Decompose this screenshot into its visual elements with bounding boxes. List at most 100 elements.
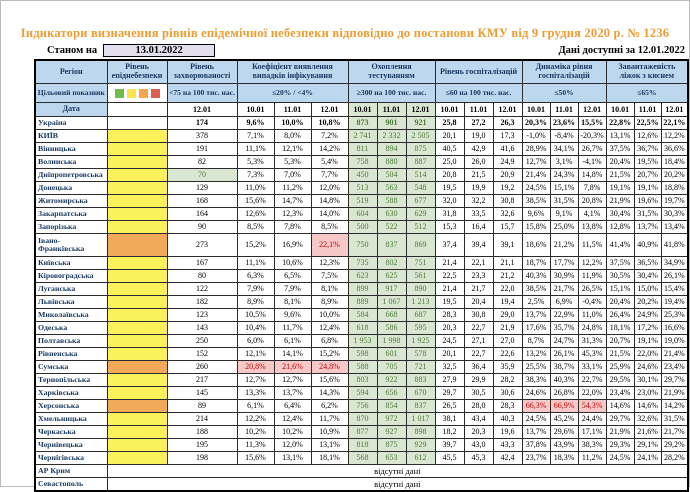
date-cell: 10.01 [605, 102, 635, 117]
date-cell: 12.01 [166, 102, 238, 117]
incidence-cell: 122 [166, 282, 238, 296]
region-cell: Харківська [34, 386, 108, 400]
region-cell: Черкаська [34, 425, 108, 439]
detection-coef-cell: 6,2% [310, 399, 349, 413]
bed-occupancy-cell: 16,6% [660, 321, 689, 335]
table-row: Дніпропетровська 70 7,3% 7,0% 7,7% 450 504 514 2… [34, 168, 689, 182]
hospitalization-level-cell: 29,0 [492, 308, 523, 322]
hospitalization-level-cell: 28,2 [492, 373, 523, 387]
hospitalization-level-cell: 19,2 [492, 181, 523, 195]
hospitalization-dynamics-cell: 18,6% [521, 233, 551, 257]
hospitalization-dynamics-cell: 33,1% [577, 360, 607, 374]
date-cell: 12.01 [660, 102, 689, 117]
risk-level-cell [106, 207, 168, 221]
empty-date-cell [106, 102, 168, 117]
region-cell: Закарпатська [34, 207, 108, 221]
bed-occupancy-cell: 14,6% [605, 399, 635, 413]
testing-coverage-cell: 604 [347, 207, 378, 221]
detection-coef-cell: 15,2% [310, 347, 349, 361]
hospitalization-dynamics-cell: 66,9% [549, 399, 579, 413]
target-row-label: Цільовий показник [34, 83, 108, 103]
risk-level-cell [106, 220, 168, 234]
table-row: Рівненська 152 12,1% 14,1% 15,2% 598 601 578 20,… [34, 347, 689, 361]
detection-coef-cell: 12,1% [236, 347, 275, 361]
group-header: Охоплення тестуванням [347, 59, 436, 84]
table-row: Запорізька 90 8,5% 7,8% 8,5% 500 522 512 15,3 16,… [34, 220, 689, 234]
detection-coef-cell: 14,7% [273, 194, 312, 208]
hospitalization-level-cell: 21,9 [492, 321, 523, 335]
risk-level-cell [106, 451, 168, 465]
bed-occupancy-cell: 15,4% [660, 282, 689, 296]
detection-coef-cell: 12,4% [310, 321, 349, 335]
incidence-cell: 152 [166, 347, 238, 361]
hospitalization-level-cell: 37,4 [434, 233, 465, 257]
bed-occupancy-cell: 29,3% [605, 438, 635, 452]
hospitalization-dynamics-cell: 4,1% [577, 207, 607, 221]
detection-coef-cell: 10,4% [236, 321, 275, 335]
region-cell: Чернівецька [34, 438, 108, 452]
bed-occupancy-cell: 18,1% [605, 321, 635, 335]
table-row: Вінницька 191 11,1% 12,1% 14,2% 811 894 875 40,5… [34, 142, 689, 156]
hospitalization-dynamics-cell: 24,5% [521, 181, 551, 195]
hospitalization-level-cell: 19,6 [492, 425, 523, 439]
incidence-cell: 198 [166, 451, 238, 465]
hospitalization-dynamics-cell: -1,0% [521, 129, 551, 143]
hospitalization-level-cell: 39,1 [492, 233, 523, 257]
hospitalization-level-cell: 18,2 [434, 425, 465, 439]
hospitalization-level-cell: 30,8 [492, 194, 523, 208]
bed-occupancy-cell: 13,4% [660, 220, 689, 234]
hospitalization-dynamics-cell: 26,7% [577, 142, 607, 156]
hospitalization-dynamics-cell: 23,7% [521, 451, 551, 465]
no-data-cell: відсутні дані [106, 477, 689, 492]
detection-coef-cell: 15,6% [236, 194, 275, 208]
threshold-cell: ≤65% [605, 83, 689, 103]
bed-occupancy-cell: 26,1% [660, 269, 689, 283]
bed-occupancy-cell: 41,4% [605, 233, 635, 257]
hospitalization-level-cell: 15,3 [434, 220, 465, 234]
incidence-cell: 90 [166, 220, 238, 234]
bed-occupancy-cell: 21,6% [633, 425, 662, 439]
region-cell: Вінницька [34, 142, 108, 156]
testing-coverage-cell: 1 017 [405, 412, 436, 426]
bed-occupancy-cell: 23,4% [660, 360, 689, 374]
region-column-header: Регіон [34, 59, 108, 84]
bed-occupancy-cell: 30,4% [633, 269, 662, 283]
bed-occupancy-cell: 40,9% [633, 233, 662, 257]
detection-coef-cell: 10,2% [273, 425, 312, 439]
detection-coef-cell: 13,3% [236, 386, 275, 400]
status-label: Станом на [47, 45, 98, 56]
incidence-cell: 70 [166, 168, 238, 182]
hospitalization-level-cell: 35,9 [492, 360, 523, 374]
hospitalization-level-cell: 29,7 [434, 386, 465, 400]
table-row: Херсонська 89 6,1% 6,4% 6,2% 756 854 837 26,5 28,… [34, 399, 689, 413]
detection-coef-cell: 7,9% [273, 282, 312, 296]
hospitalization-dynamics-cell: 11,2% [577, 451, 607, 465]
hospitalization-dynamics-cell: 24,8% [577, 321, 607, 335]
bed-occupancy-cell: 22,8% [605, 116, 635, 130]
hospitalization-dynamics-cell: 12,2% [577, 256, 607, 270]
bed-occupancy-cell: 25,9% [605, 360, 635, 374]
bed-occupancy-cell: 20,4% [605, 295, 635, 309]
hospitalization-level-cell: 26,5 [434, 399, 465, 413]
hospitalization-level-cell: 27,1 [463, 334, 494, 348]
detection-coef-cell: 11,7% [310, 412, 349, 426]
testing-coverage-cell: 612 [405, 451, 436, 465]
hospitalization-level-cell: 21,4 [434, 282, 465, 296]
page-title: Індикатори визначення рівнів епідемічної… [20, 26, 670, 40]
testing-coverage-cell: 921 [405, 116, 436, 130]
detection-coef-cell: 6,5% [273, 269, 312, 283]
date-cell: 11.01 [273, 102, 312, 117]
table-row: Полтавська 250 6,0% 6,1% 6,8% 1 953 1 998 1 925… [34, 334, 689, 348]
hospitalization-level-cell: 32,2 [463, 194, 494, 208]
bed-occupancy-cell: 24,6% [633, 360, 662, 374]
table-row: КИЇВ 378 7,1% 8,0% 7,2% 2 741 2 332 2 505 20,1 19… [34, 129, 689, 143]
testing-coverage-cell: 522 [376, 220, 407, 234]
bed-occupancy-cell: 19,5% [633, 155, 662, 169]
hospitalization-level-cell: 21,7 [463, 282, 494, 296]
detection-coef-cell: 7,3% [236, 168, 275, 182]
hospitalization-dynamics-cell: 38,3% [521, 373, 551, 387]
bed-occupancy-cell: 17,2% [633, 321, 662, 335]
date-row-label: Дата [34, 102, 108, 117]
bed-occupancy-cell: 36,7% [633, 142, 662, 156]
hospitalization-level-cell: 24,9 [492, 155, 523, 169]
